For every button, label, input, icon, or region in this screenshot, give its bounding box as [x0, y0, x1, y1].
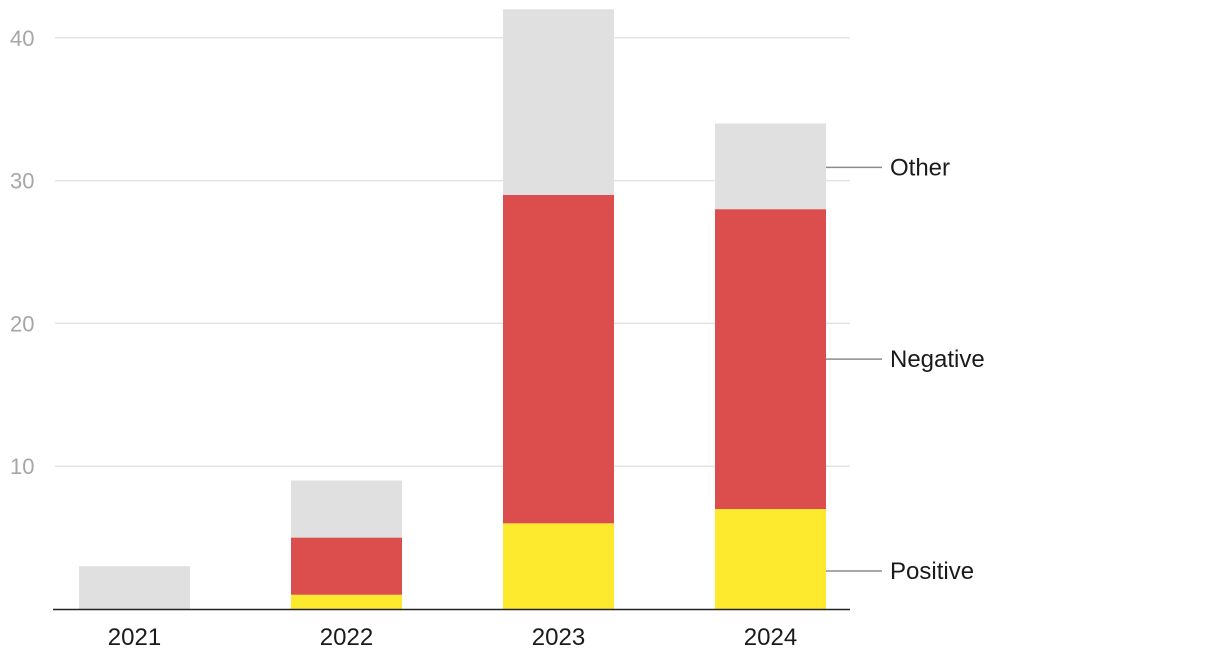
y-tick-label: 20 — [10, 311, 34, 336]
x-tick-label: 2022 — [320, 624, 373, 651]
y-tick-label: 40 — [10, 26, 34, 51]
bars — [79, 9, 826, 609]
y-axis-ticks: 10 20 30 40 — [10, 26, 34, 479]
bar-other-2022 — [291, 480, 402, 538]
x-tick-label: 2023 — [532, 624, 585, 651]
y-tick-label: 30 — [10, 169, 34, 194]
bar-positive-2023 — [503, 523, 614, 609]
x-tick-label: 2021 — [108, 624, 161, 651]
bar-negative-2023 — [503, 194, 614, 524]
bar-positive-2022 — [291, 594, 402, 609]
y-tick-label: 10 — [10, 454, 34, 479]
x-axis-ticks: 2021 2022 2023 2024 — [108, 624, 797, 651]
bar-negative-2022 — [291, 537, 402, 595]
legend: Positive Negative Other — [826, 154, 985, 585]
bar-other-2023 — [503, 9, 614, 195]
x-tick-label: 2024 — [744, 624, 797, 651]
bar-negative-2024 — [715, 209, 826, 510]
bar-other-2024 — [715, 123, 826, 210]
bar-other-2021 — [79, 566, 190, 609]
legend-label-positive: Positive — [890, 558, 974, 585]
legend-label-negative: Negative — [890, 346, 985, 373]
bar-positive-2024 — [715, 509, 826, 609]
legend-label-other: Other — [890, 154, 950, 181]
